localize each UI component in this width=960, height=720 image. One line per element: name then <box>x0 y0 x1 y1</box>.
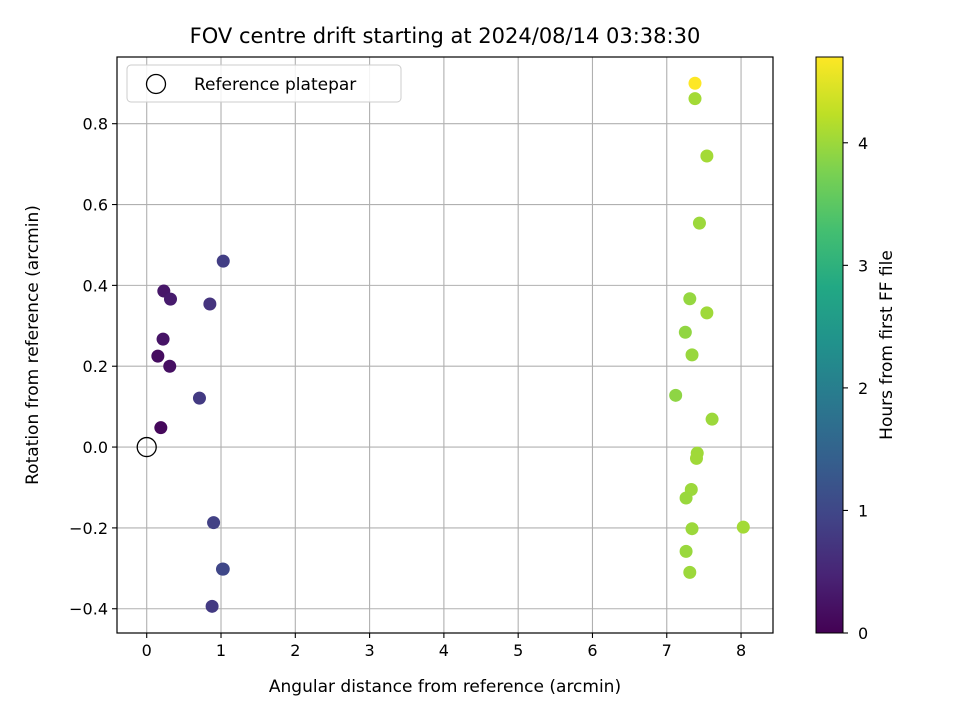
data-point <box>683 565 697 579</box>
x-axis-label: Angular distance from reference (arcmin) <box>269 677 621 697</box>
data-point <box>154 421 168 435</box>
x-tick-label: 8 <box>736 641 746 660</box>
legend-label: Reference platepar <box>194 75 356 95</box>
data-point <box>205 599 219 613</box>
data-point <box>700 306 714 320</box>
data-point <box>688 92 702 106</box>
chart-title: FOV centre drift starting at 2024/08/14 … <box>190 24 701 48</box>
x-tick-label: 6 <box>587 641 597 660</box>
colorbar-ticks: 0 1 2 3 4 <box>843 134 868 643</box>
data-point <box>163 292 177 306</box>
colorbar-tick-label: 1 <box>858 501 868 520</box>
data-points <box>151 76 750 613</box>
grid <box>117 57 773 633</box>
data-point <box>679 491 693 505</box>
data-point <box>192 391 206 405</box>
x-tick-label: 3 <box>364 641 374 660</box>
x-tick-label: 0 <box>142 641 152 660</box>
legend-box <box>126 64 402 103</box>
y-tick-label: 0.4 <box>83 276 108 295</box>
x-tick-label: 2 <box>290 641 300 660</box>
data-point <box>685 522 699 536</box>
data-point <box>700 149 714 163</box>
colorbar-tick-label: 2 <box>858 379 868 398</box>
reference-marker-group <box>136 436 157 458</box>
colorbar: 0 1 2 3 4 Hours from first FF file <box>815 56 897 643</box>
data-point <box>736 520 750 534</box>
data-point <box>207 516 221 530</box>
data-point <box>203 297 217 311</box>
x-tick-label: 1 <box>216 641 226 660</box>
y-tick-label: 0.2 <box>83 357 108 376</box>
colorbar-tick-label: 3 <box>858 256 868 275</box>
data-point <box>685 348 699 362</box>
y-tick-label: 0.0 <box>83 438 108 457</box>
data-point <box>688 76 702 90</box>
data-point <box>679 544 693 558</box>
colorbar-tick-label: 4 <box>858 134 868 153</box>
data-point <box>669 388 683 402</box>
reference-marker <box>136 436 157 458</box>
legend-marker <box>145 73 167 95</box>
x-axis-ticks: 0 1 2 3 4 5 6 7 8 <box>142 633 746 660</box>
x-tick-label: 7 <box>662 641 672 660</box>
data-point <box>163 359 177 373</box>
data-point <box>216 254 230 268</box>
legend: Reference platepar <box>126 64 402 103</box>
data-point <box>683 292 697 306</box>
y-tick-label: −0.2 <box>69 519 108 538</box>
data-point <box>156 332 170 346</box>
data-point <box>678 325 692 339</box>
colorbar-label: Hours from first FF file <box>877 250 897 440</box>
data-point <box>692 216 706 230</box>
y-axis-ticks: −0.4 −0.2 0.0 0.2 0.4 0.6 0.8 <box>69 115 117 619</box>
colorbar-gradient <box>815 56 844 634</box>
data-point <box>216 562 230 576</box>
y-tick-label: −0.4 <box>69 600 108 619</box>
data-point <box>705 412 719 426</box>
y-tick-label: 0.6 <box>83 196 108 215</box>
colorbar-tick-label: 0 <box>858 624 868 643</box>
x-tick-label: 4 <box>439 641 449 660</box>
data-point <box>151 349 165 363</box>
y-axis-label: Rotation from reference (arcmin) <box>23 205 43 485</box>
y-tick-label: 0.8 <box>83 115 108 134</box>
plot-frame <box>116 56 774 634</box>
x-tick-label: 5 <box>513 641 523 660</box>
data-point <box>689 451 703 465</box>
